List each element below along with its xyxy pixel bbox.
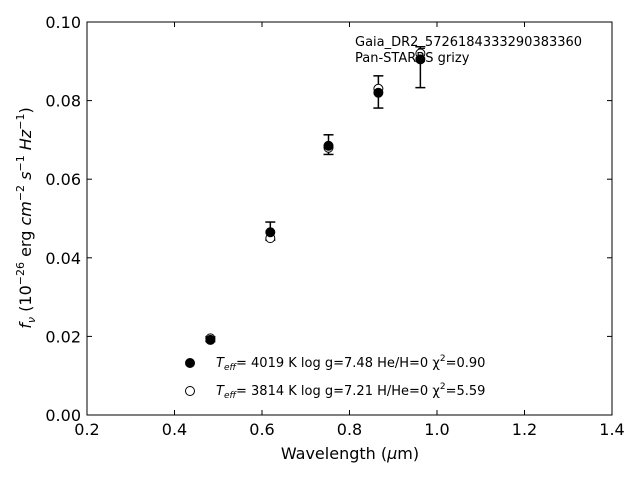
point-model-filled [373, 87, 384, 98]
legend-entry-1: Teff= 4019 K log g=7.48 He/H=0 χ2=0.90 [216, 354, 485, 373]
x-tick-label: 0.2 [74, 420, 99, 439]
point-model-filled [323, 140, 334, 151]
point-model-filled [265, 227, 276, 238]
legend: Teff= 4019 K log g=7.48 He/H=0 χ2=0.90 T… [185, 354, 485, 401]
y-tick-label: 0.02 [45, 327, 81, 346]
y-tick-label: 0.00 [45, 406, 81, 425]
y-tick-label: 0.04 [45, 249, 81, 268]
y-tick-label: 0.10 [45, 13, 81, 32]
x-tick-label: 1.2 [512, 420, 537, 439]
point-model-filled [205, 334, 216, 345]
x-tick-label: 1.0 [424, 420, 449, 439]
legend-entry-2: Teff= 3814 K log g=7.21 H/He=0 χ2=5.59 [216, 382, 485, 401]
y-axis-label: fν (10−26 erg cm−2 s−1 Hz−1) [14, 107, 38, 328]
point-model-filled [415, 54, 426, 65]
legend-marker-open [185, 386, 195, 396]
y-tick-label: 0.06 [45, 170, 81, 189]
x-tick-label: 0.8 [337, 420, 362, 439]
x-tick-label: 0.6 [249, 420, 274, 439]
x-tick-label: 0.4 [162, 420, 187, 439]
x-axis-label: Wavelength (μm) [281, 444, 419, 463]
x-tick-label: 1.4 [599, 420, 624, 439]
survey-annotation: Pan-STARRS grizy [355, 51, 470, 66]
legend-marker-filled [185, 358, 195, 368]
tick-layer: 0.2 0.4 0.6 0.8 1.0 1.2 1.4 0.00 0.02 0.04 0.06 0.0… [45, 13, 624, 439]
y-tick-label: 0.08 [45, 92, 81, 111]
mark-layer [205, 46, 426, 345]
object-name-annotation: Gaia_DR2_5726184333290383360 [355, 35, 582, 50]
